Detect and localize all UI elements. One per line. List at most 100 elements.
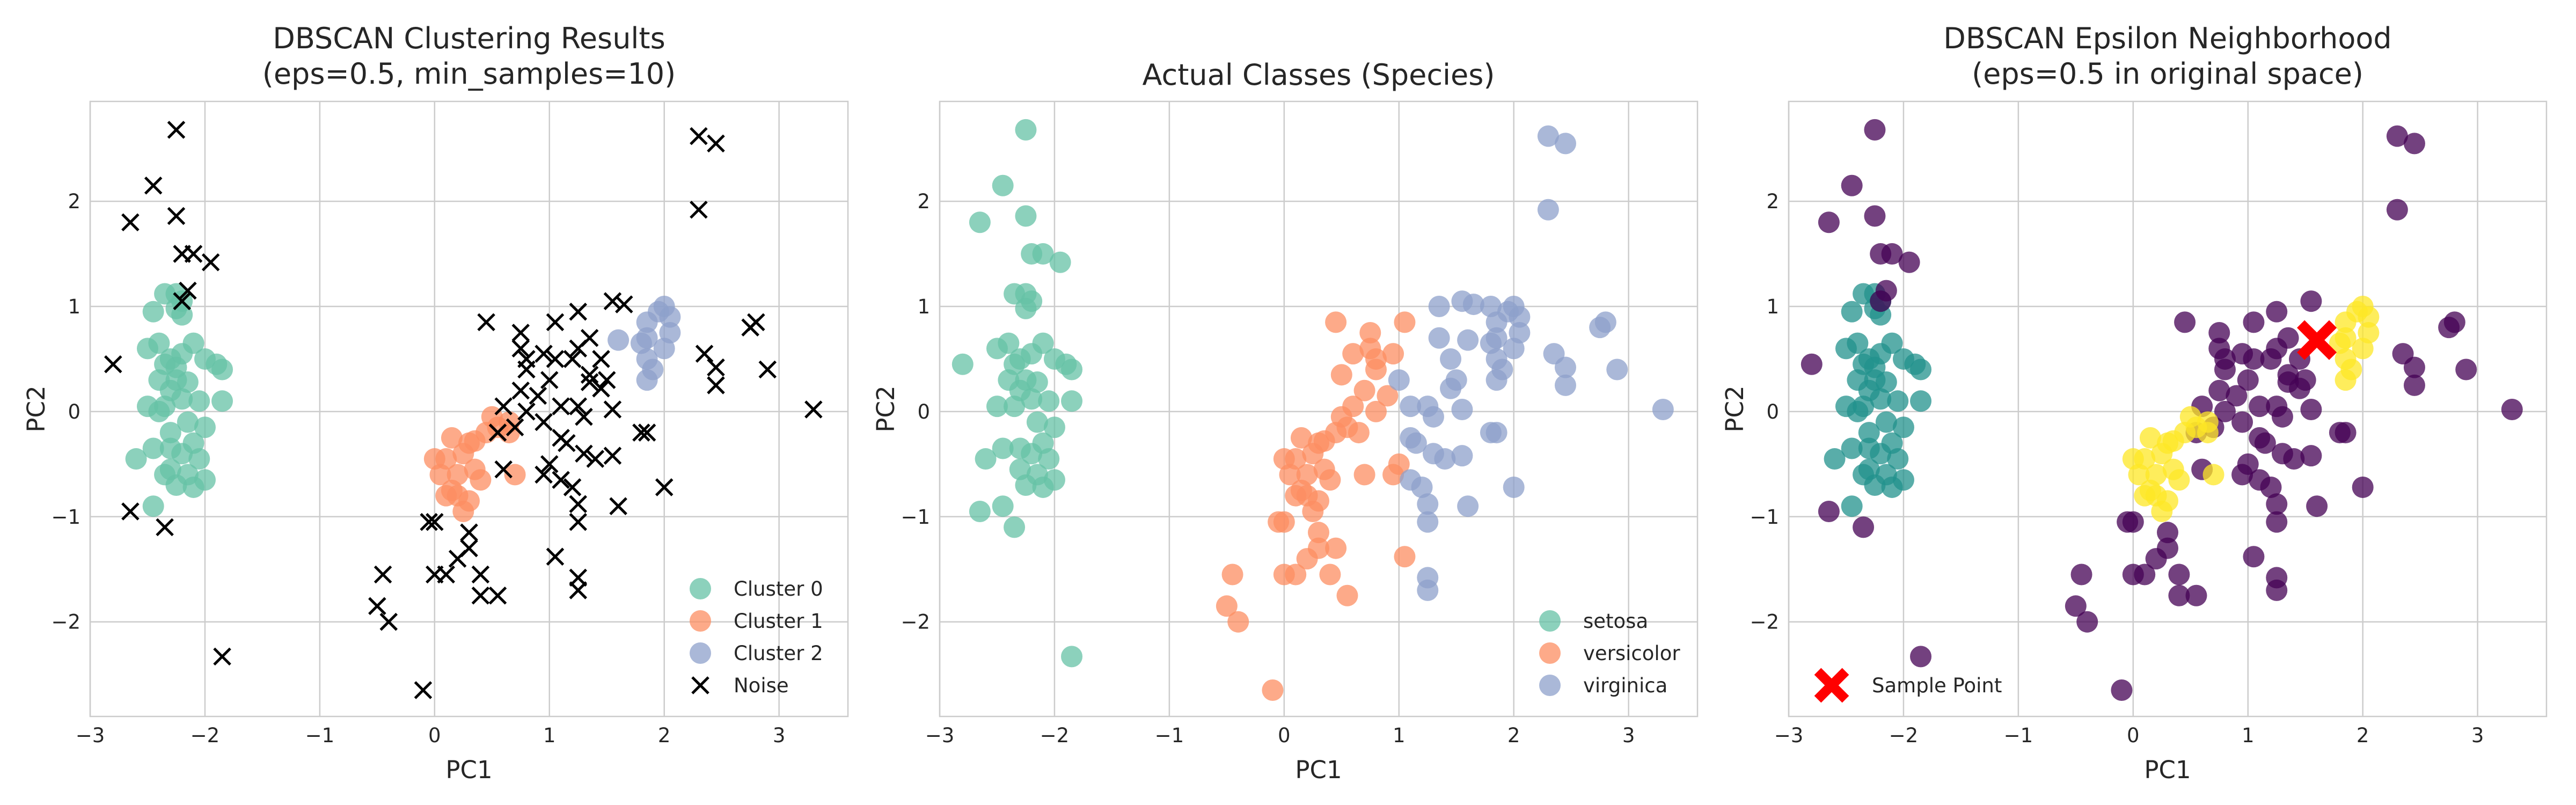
data-point <box>1841 301 1863 323</box>
data-point <box>1537 125 1559 147</box>
data-point-noise <box>121 213 140 232</box>
plot-frame <box>89 100 849 718</box>
data-point <box>1325 537 1347 559</box>
data-point <box>986 396 1008 418</box>
data-point-noise <box>546 547 565 566</box>
data-point-noise <box>586 450 605 468</box>
data-point <box>1004 396 1026 418</box>
y-tick-label: 0 <box>917 400 930 423</box>
title-line: DBSCAN Epsilon Neighborhood <box>1943 21 2391 55</box>
series-1 <box>952 119 1083 668</box>
legend-marker <box>1814 668 1849 703</box>
x-tick-label: −3 <box>925 724 955 747</box>
data-point <box>1049 251 1071 273</box>
data-point <box>148 332 170 354</box>
data-point <box>1417 511 1439 533</box>
legend-marker <box>691 676 709 694</box>
data-point <box>154 283 176 305</box>
data-point <box>194 416 216 438</box>
legend-marker <box>1539 642 1561 664</box>
data-point-noise <box>575 444 593 463</box>
data-point <box>1032 476 1054 498</box>
data-point <box>2128 464 2150 486</box>
data-point-noise <box>695 345 714 363</box>
data-point <box>969 211 991 233</box>
title-line: (eps=0.5 in original space) <box>1972 57 2363 91</box>
data-point-noise <box>420 513 438 531</box>
data-point <box>211 358 233 380</box>
data-point <box>504 464 526 486</box>
data-point-noise <box>535 413 553 431</box>
data-point <box>1325 311 1347 333</box>
data-point <box>1015 205 1037 227</box>
data-point <box>2185 584 2207 606</box>
data-point <box>2168 584 2190 606</box>
y-tick-label: 1 <box>1766 295 1779 318</box>
x-tick-label: 3 <box>1622 724 1635 747</box>
data-point <box>653 338 675 360</box>
data-point <box>1881 432 1903 454</box>
chart-title: DBSCAN Epsilon Neighborhood (eps=0.5 in o… <box>1943 21 2391 91</box>
data-point-noise <box>529 386 547 405</box>
data-point <box>1359 321 1381 343</box>
data-point <box>470 469 492 491</box>
data-point <box>2352 476 2374 498</box>
x-tick-label: −2 <box>191 724 220 747</box>
data-point <box>1824 448 1846 470</box>
data-point <box>2134 485 2156 507</box>
data-point <box>969 501 991 522</box>
data-point <box>1898 251 1920 273</box>
data-point <box>2271 406 2293 428</box>
data-point <box>1428 296 1450 317</box>
data-point-noise <box>167 121 186 139</box>
data-point-noise <box>144 176 163 195</box>
data-point <box>2334 311 2357 333</box>
legend-label: Cluster 1 <box>734 610 823 633</box>
data-point <box>1853 283 1875 305</box>
data-point-noise <box>156 518 174 537</box>
data-point <box>1434 448 1456 470</box>
data-point <box>1330 364 1352 386</box>
data-point <box>1887 390 1909 412</box>
data-point <box>1910 358 1932 380</box>
data-point-noise <box>494 397 513 415</box>
x-tick-label: 3 <box>2471 724 2484 747</box>
data-point <box>1021 388 1043 410</box>
y-tick-label: −1 <box>51 506 80 529</box>
data-point-noise <box>414 681 433 699</box>
data-point-noise <box>201 253 220 272</box>
title-line: Actual Classes (Species) <box>1143 58 1495 92</box>
data-point <box>1262 679 1284 701</box>
plot-frame <box>939 100 1699 718</box>
data-point <box>1026 411 1048 433</box>
data-point <box>1841 495 1863 517</box>
data-point <box>1417 493 1439 515</box>
data-point <box>2134 564 2156 586</box>
data-point-noise <box>707 376 725 394</box>
data-point <box>2386 199 2408 221</box>
data-point-noise <box>580 373 599 391</box>
data-point <box>2243 311 2265 333</box>
x-tick-label: 2 <box>2357 724 2369 747</box>
data-point <box>1216 595 1238 617</box>
data-point-noise <box>517 402 536 421</box>
x-tick-label: 2 <box>658 724 671 747</box>
data-point-noise <box>569 339 588 358</box>
data-point <box>1853 464 1875 486</box>
legend-label: Sample Point <box>1872 674 2002 697</box>
y-tick-label: 1 <box>68 295 80 318</box>
data-point-noise <box>540 371 559 389</box>
x-tick-label: −2 <box>1040 724 1070 747</box>
data-point-noise <box>506 418 524 437</box>
data-point <box>1910 390 1932 412</box>
data-point-noise <box>558 434 576 452</box>
data-point <box>1004 516 1026 538</box>
data-point <box>142 495 164 517</box>
data-point <box>2243 546 2265 568</box>
data-point <box>1032 332 1054 354</box>
data-point <box>142 437 164 459</box>
x-axis-label: PC1 <box>1295 756 1342 784</box>
legend-marker <box>690 610 711 632</box>
data-point-noise <box>638 423 656 442</box>
data-point <box>2501 398 2523 420</box>
